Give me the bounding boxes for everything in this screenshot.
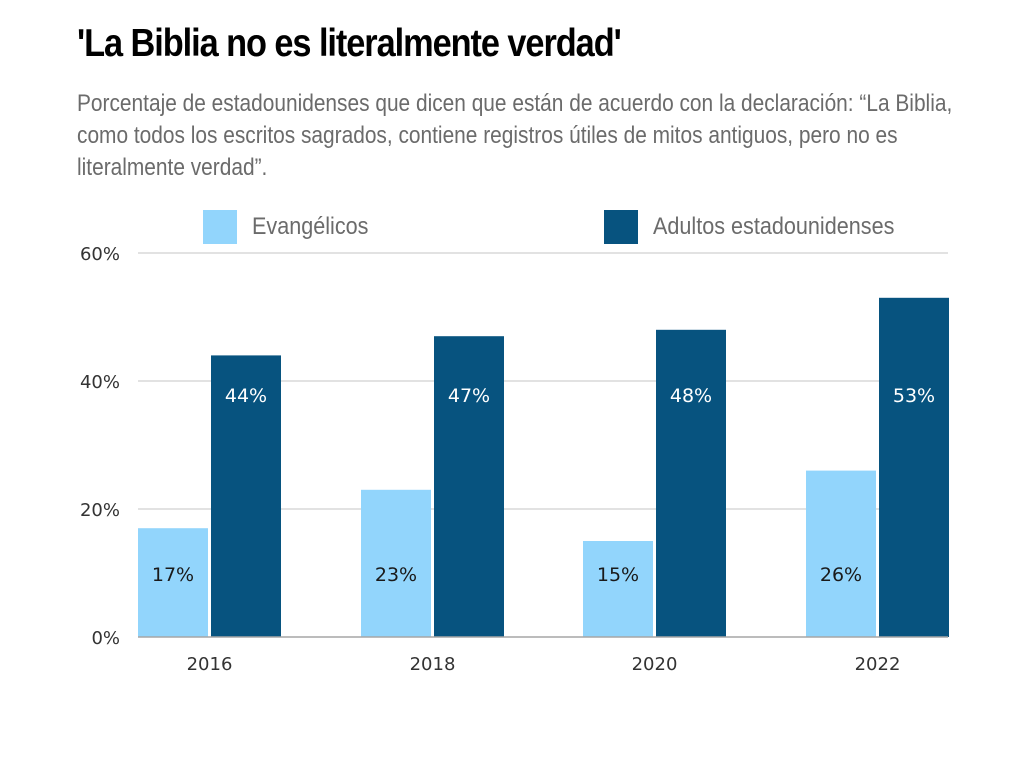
y-tick-label: 20% [80,500,120,521]
data-label: 26% [820,564,862,586]
bar-evangelicos-2016 [138,528,208,637]
data-label: 53% [893,385,935,407]
data-label: 23% [375,564,417,586]
legend-item-evangelicos: Evangélicos [203,210,381,244]
legend-swatch-adultos [604,210,638,244]
y-tick-label: 60% [80,244,120,265]
x-tick-label: 2018 [410,654,456,675]
x-tick-label: 2016 [187,654,233,675]
bar-evangelicos-2018 [361,489,431,637]
data-label: 17% [152,564,194,586]
legend-label-evangelicos: Evangélicos [252,213,369,240]
bar-adultos-2020 [656,329,726,637]
y-tick-label: 40% [80,372,120,393]
chart-subtitle: Porcentaje de estadounidenses que dicen … [77,90,953,181]
legend-label-adultos: Adultos estadounidenses [653,213,895,240]
data-label: 47% [448,385,490,407]
data-label: 44% [225,385,267,407]
data-label: 15% [597,564,639,586]
chart-title: 'La Biblia no es literalmente verdad' [77,22,622,65]
bar-adultos-2022 [879,297,949,637]
legend-item-adultos: Adultos estadounidenses [604,210,921,244]
bar-evangelicos-2020 [583,541,653,637]
x-tick-label: 2020 [632,654,678,675]
y-tick-label: 0% [91,628,120,649]
bar-evangelicos-2022 [806,470,876,637]
data-label: 48% [670,385,712,407]
bar-adultos-2016 [211,355,281,637]
bar-adultos-2018 [434,336,504,637]
x-tick-label: 2022 [855,654,901,675]
legend-swatch-evangelicos [203,210,237,244]
